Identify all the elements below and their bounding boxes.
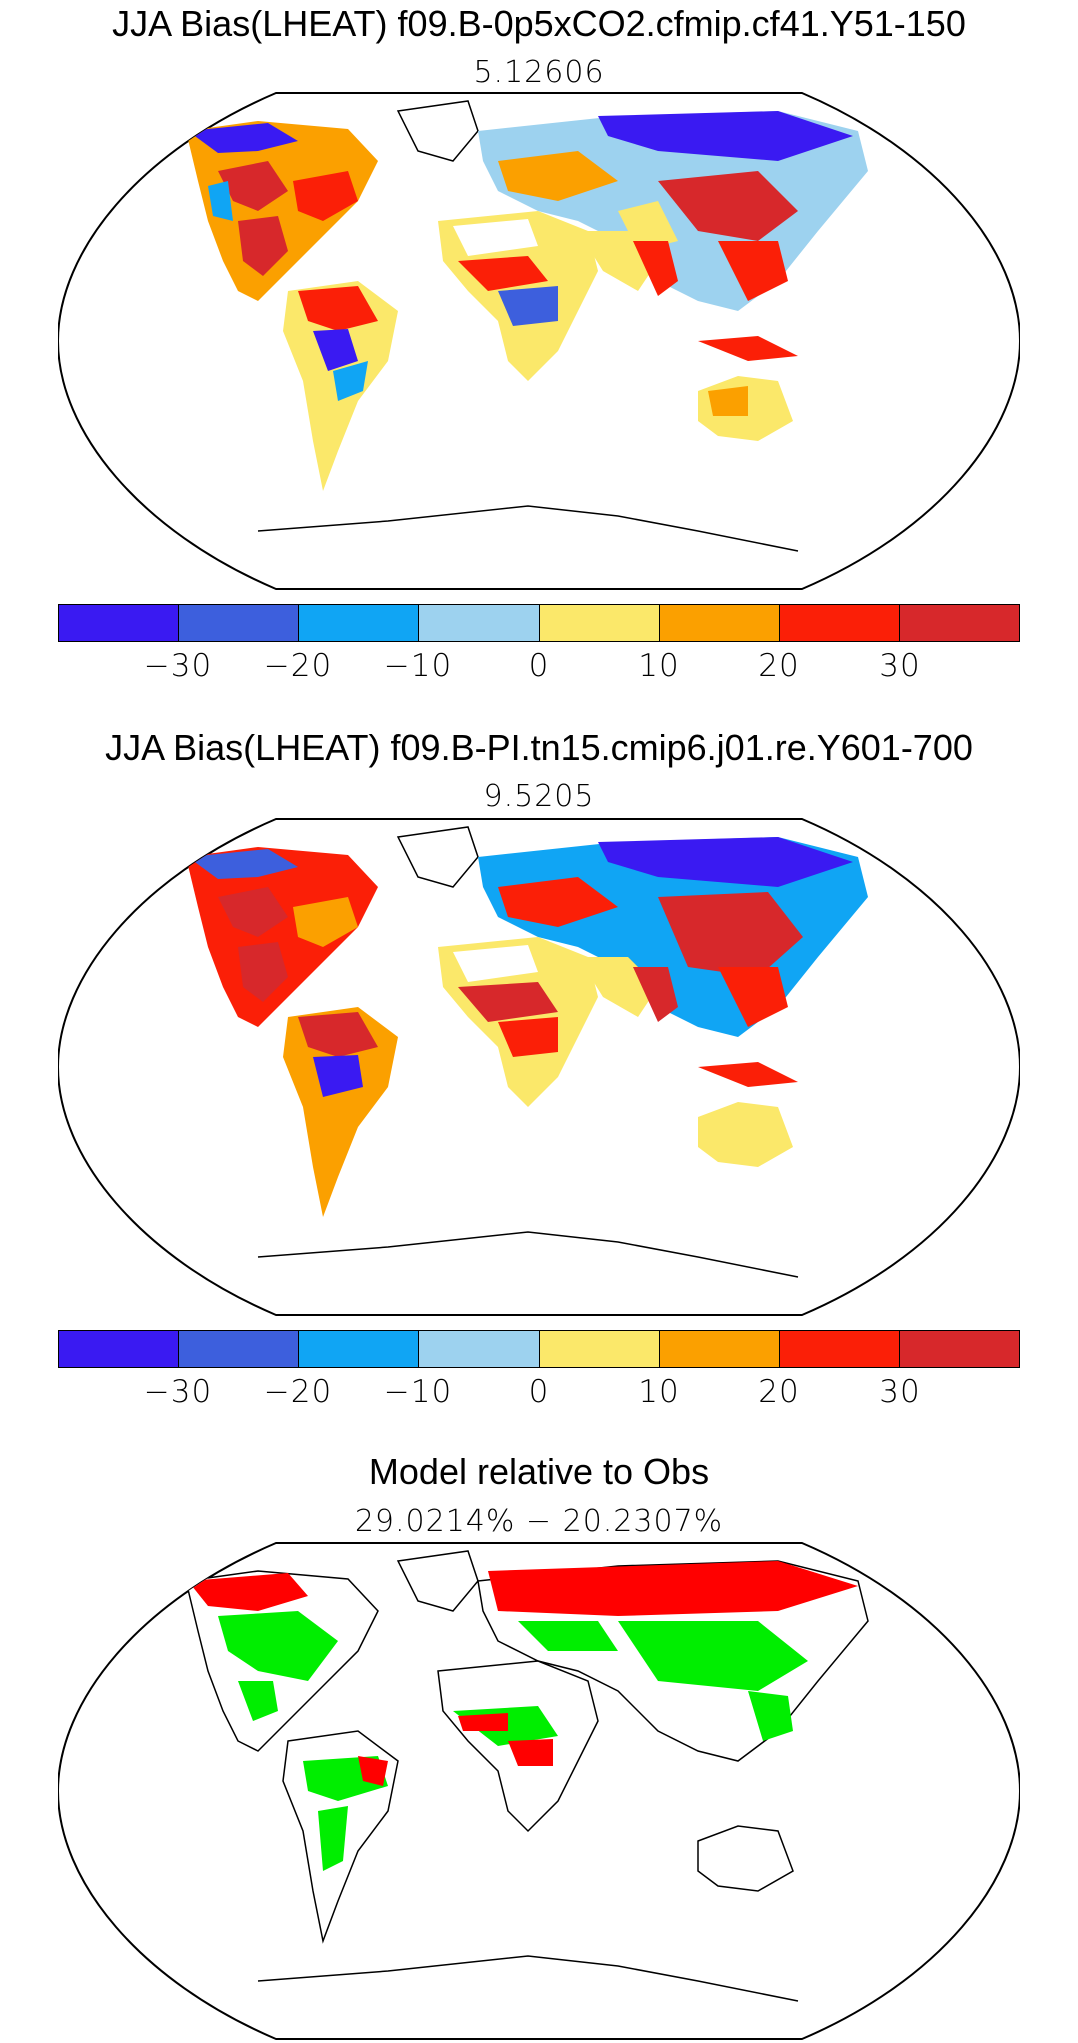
map-panel3 (58, 1541, 1020, 2041)
land-greenland (396, 826, 479, 888)
colorbar-cell (419, 1331, 540, 1367)
land-australia-outline (697, 1825, 794, 1892)
colorbar-cell (59, 1331, 180, 1367)
colorbar-labels: −30 −20 −10 0 10 20 30 (58, 648, 1020, 688)
colorbar-tick-label: −30 (143, 1374, 213, 1410)
map-panel3-svg (58, 1542, 1020, 2040)
colorbar-tick-label: 20 (758, 1374, 800, 1410)
map-panel2-svg (58, 818, 1020, 1316)
colorbar-cell (179, 1331, 300, 1367)
colorbar-cell (179, 605, 300, 641)
panel3-percentages: 29.0214% − 20.2307% (354, 1504, 724, 1539)
colorbar-tick-label: 0 (528, 648, 550, 684)
colorbar-swatches (58, 604, 1020, 642)
land-greenland (396, 100, 479, 162)
colorbar-cell (779, 605, 900, 641)
colorbar-tick-label: −30 (143, 648, 213, 684)
colorbar-cell (899, 1331, 1019, 1367)
panel3-title: Model relative to Obs (368, 1451, 710, 1492)
colorbar-cell (419, 605, 540, 641)
panel2-title: JJA Bias(LHEAT) f09.B-PI.tn15.cmip6.j01.… (105, 727, 973, 768)
colorbar-tick-label: 30 (879, 648, 921, 684)
colorbar-tick-label: 10 (638, 1374, 680, 1410)
land-north-america (186, 121, 378, 301)
colorbar-panel1: −30 −20 −10 0 10 20 30 (58, 604, 1020, 684)
colorbar-tick-label: 0 (528, 1374, 550, 1410)
colorbar-tick-label: −20 (263, 648, 333, 684)
colorbar-cell (299, 1331, 420, 1367)
colorbar-cell (539, 605, 660, 641)
map-panel1-svg (58, 92, 1020, 590)
colorbar-labels: −30 −20 −10 0 10 20 30 (58, 1374, 1020, 1414)
colorbar-cell (59, 605, 180, 641)
colorbar-tick-label: −20 (263, 1374, 333, 1410)
colorbar-tick-label: 30 (879, 1374, 921, 1410)
colorbar-tick-label: 10 (638, 648, 680, 684)
map-panel1 (58, 91, 1020, 591)
map-panel2 (58, 817, 1020, 1317)
colorbar-cell (299, 605, 420, 641)
colorbar-cell (659, 1331, 780, 1367)
colorbar-cell (899, 605, 1019, 641)
colorbar-swatches (58, 1330, 1020, 1368)
colorbar-tick-label: −10 (383, 1374, 453, 1410)
colorbar-tick-label: 20 (758, 648, 800, 684)
land-south-america (283, 1007, 398, 1217)
colorbar-cell (779, 1331, 900, 1367)
land-greenland (396, 1550, 479, 1612)
land-north-america (186, 847, 378, 1027)
panel1-title: JJA Bias(LHEAT) f09.B-0p5xCO2.cfmip.cf41… (112, 3, 966, 44)
colorbar-cell (659, 605, 780, 641)
panel2-global-mean: 9.5205 (483, 779, 595, 814)
panel1-global-mean: 5.12606 (473, 55, 605, 90)
colorbar-panel2: −30 −20 −10 0 10 20 30 (58, 1330, 1020, 1410)
land-australia (698, 1102, 793, 1167)
colorbar-tick-label: −10 (383, 648, 453, 684)
colorbar-cell (539, 1331, 660, 1367)
